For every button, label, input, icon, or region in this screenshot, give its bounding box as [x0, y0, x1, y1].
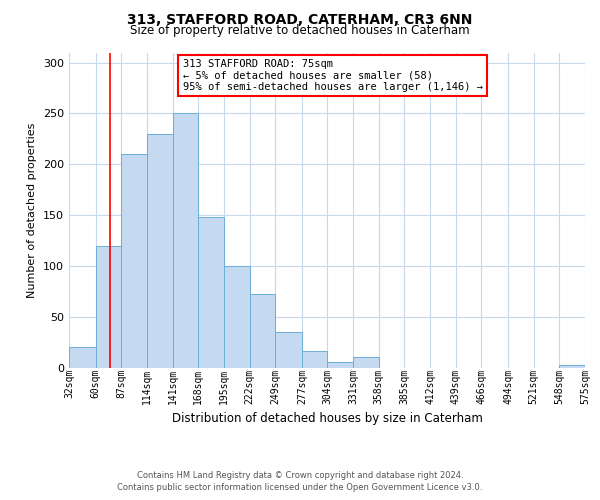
Bar	[198, 217, 224, 368]
Bar	[224, 266, 250, 368]
Bar	[121, 154, 147, 368]
Bar	[302, 351, 328, 368]
Y-axis label: Number of detached properties: Number of detached properties	[28, 122, 37, 298]
Bar	[559, 366, 585, 368]
Text: 313, STAFFORD ROAD, CATERHAM, CR3 6NN: 313, STAFFORD ROAD, CATERHAM, CR3 6NN	[127, 12, 473, 26]
Bar	[173, 114, 198, 368]
Bar	[95, 246, 121, 368]
Bar	[147, 134, 173, 368]
Bar	[353, 358, 379, 368]
Text: 313 STAFFORD ROAD: 75sqm
← 5% of detached houses are smaller (58)
95% of semi-de: 313 STAFFORD ROAD: 75sqm ← 5% of detache…	[182, 59, 482, 92]
Text: Contains HM Land Registry data © Crown copyright and database right 2024.
Contai: Contains HM Land Registry data © Crown c…	[118, 471, 482, 492]
X-axis label: Distribution of detached houses by size in Caterham: Distribution of detached houses by size …	[172, 412, 482, 426]
Bar	[275, 332, 302, 368]
Bar	[328, 362, 353, 368]
Text: Size of property relative to detached houses in Caterham: Size of property relative to detached ho…	[130, 24, 470, 37]
Bar	[250, 294, 275, 368]
Bar	[69, 347, 95, 368]
